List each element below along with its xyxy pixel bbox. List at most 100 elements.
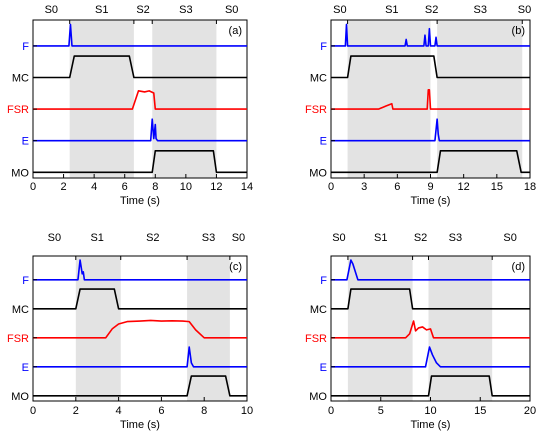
phase-shade <box>347 20 431 178</box>
x-tick-label: 8 <box>201 405 207 417</box>
x-axis-label: Time (s) <box>120 419 160 431</box>
x-tick-label: 12 <box>458 181 470 193</box>
x-tick-label: 0 <box>30 181 36 193</box>
x-tick-label: 4 <box>91 181 97 193</box>
phase-label: S2 <box>425 4 438 16</box>
track-label-mo: MO <box>11 391 29 403</box>
x-tick-label: 10 <box>241 405 253 417</box>
phase-label: S0 <box>333 4 346 16</box>
x-tick-label: 3 <box>361 181 367 193</box>
series-f-line <box>331 23 530 47</box>
series-mc-line <box>331 55 530 79</box>
chart-panel-3: S0 S1 S2 S3 S0 (c) F MC FSR E MO0 2 4 6 8 10 Time (s) <box>7 232 253 431</box>
track-label-mc: MC <box>310 73 327 85</box>
axes-frame <box>32 19 248 179</box>
series-fsr-line <box>33 90 247 110</box>
track-label-f: F <box>22 41 29 53</box>
phase-label: S2 <box>146 232 159 244</box>
series-mo-line <box>331 375 530 397</box>
phase-shade <box>152 20 217 178</box>
track-label-e: E <box>320 136 327 148</box>
phase-shade <box>187 256 230 401</box>
x-tick-label: 2 <box>73 405 79 417</box>
phase-shade <box>69 20 134 178</box>
track-label-f: F <box>22 275 29 287</box>
x-axis-label: Time (s) <box>411 419 451 431</box>
chart-panel-2: S0 S1 S2 S3 S0 (b) F MC FSR E MO0 3 6 9 12 15 18 Time (s) <box>305 4 536 207</box>
track-label-mc: MC <box>12 304 29 316</box>
track-label-mo: MO <box>309 391 327 403</box>
phase-label: S0 <box>503 232 516 244</box>
track-label-mc: MC <box>310 304 327 316</box>
series-e-line <box>33 346 247 368</box>
series-mc-line <box>33 55 247 79</box>
x-tick-label: 6 <box>158 405 164 417</box>
phase-label: S1 <box>385 4 398 16</box>
phase-label: S0 <box>45 4 58 16</box>
x-tick-label: 5 <box>378 405 384 417</box>
phase-label: S3 <box>474 4 487 16</box>
panel-label: (d) <box>512 261 525 273</box>
series-e-line <box>33 118 247 142</box>
x-tick-label: 10 <box>180 181 192 193</box>
x-tick-label: 12 <box>210 181 222 193</box>
panel-label: (c) <box>229 261 242 273</box>
track-label-fsr: FSR <box>305 104 327 116</box>
x-tick-label: 0 <box>328 405 334 417</box>
track-label-mo: MO <box>11 167 29 179</box>
phase-label: S1 <box>90 232 103 244</box>
x-axis-label: Time (s) <box>411 195 451 207</box>
phase-label: S0 <box>48 232 61 244</box>
x-tick-label: 15 <box>474 405 486 417</box>
track-label-e: E <box>320 362 327 374</box>
chart-panel-1: S0 S1 S2 S3 S0 (a) F MC FSR E MO0 2 4 6 8 10 12 14 Time (s… <box>7 4 253 207</box>
series-f-line <box>33 23 247 47</box>
x-tick-label: 18 <box>524 181 536 193</box>
x-tick-label: 10 <box>424 405 436 417</box>
track-label-mc: MC <box>12 73 29 85</box>
phase-label: S3 <box>202 232 215 244</box>
track-label-fsr: FSR <box>305 333 327 345</box>
x-tick-label: 4 <box>116 405 122 417</box>
series-e-line <box>331 346 530 368</box>
phase-label: S0 <box>225 4 238 16</box>
series-mc-line <box>33 288 247 310</box>
phase-label: S0 <box>332 232 345 244</box>
phase-shade <box>428 256 493 401</box>
track-label-f: F <box>320 41 327 53</box>
series-f-line <box>331 259 530 281</box>
series-mc-line <box>331 288 530 310</box>
series-mo-line <box>331 150 530 174</box>
x-tick-label: 15 <box>491 181 503 193</box>
panel-label: (a) <box>229 25 242 37</box>
x-tick-label: 20 <box>524 405 536 417</box>
track-label-f: F <box>320 275 327 287</box>
track-label-e: E <box>22 136 29 148</box>
x-tick-label: 6 <box>122 181 128 193</box>
phase-label: S0 <box>518 4 531 16</box>
series-f-line <box>33 259 247 281</box>
phase-label: S2 <box>414 232 427 244</box>
series-e-line <box>331 118 530 142</box>
phase-label: S3 <box>449 232 462 244</box>
x-tick-label: 0 <box>328 181 334 193</box>
phase-shade <box>437 20 523 178</box>
x-tick-label: 0 <box>30 405 36 417</box>
track-label-fsr: FSR <box>7 104 29 116</box>
series-mo-line <box>33 375 247 397</box>
series-fsr-line <box>331 88 530 110</box>
x-tick-label: 2 <box>61 181 67 193</box>
track-label-e: E <box>22 362 29 374</box>
phase-label: S1 <box>95 4 108 16</box>
track-label-mo: MO <box>309 167 327 179</box>
phase-label: S3 <box>179 4 192 16</box>
x-tick-label: 6 <box>394 181 400 193</box>
x-tick-label: 9 <box>427 181 433 193</box>
axes-frame <box>32 255 248 402</box>
x-tick-label: 14 <box>241 181 253 193</box>
phase-label: S2 <box>136 4 149 16</box>
series-fsr-line <box>33 319 247 339</box>
panel-label: (b) <box>512 25 525 37</box>
phase-label: S1 <box>374 232 387 244</box>
